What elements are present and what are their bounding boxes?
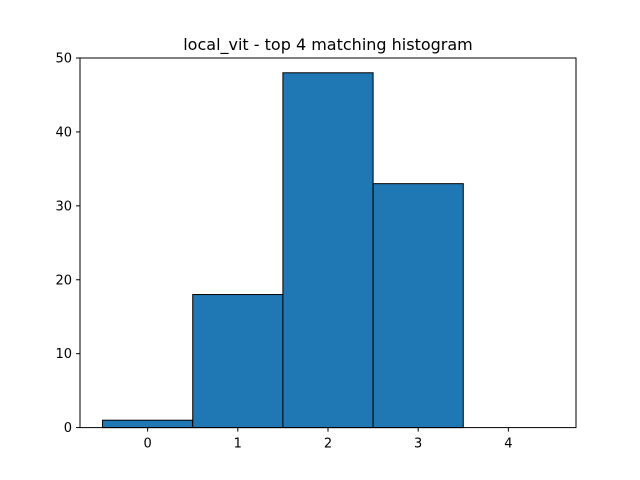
chart-title: local_vit - top 4 matching histogram — [183, 35, 473, 55]
x-tick-label: 1 — [234, 437, 242, 452]
x-tick-label: 3 — [414, 437, 422, 452]
y-tick-label: 40 — [55, 125, 72, 140]
y-tick-label: 50 — [55, 52, 72, 67]
y-tick-label: 0 — [64, 421, 72, 436]
y-tick-label: 30 — [55, 199, 72, 214]
y-tick-label: 20 — [55, 273, 72, 288]
bar-3 — [372, 183, 464, 429]
x-tick-label: 4 — [504, 437, 512, 452]
x-tick-label: 2 — [324, 437, 332, 452]
bars-layer — [102, 72, 464, 429]
bar-2 — [282, 72, 374, 429]
bar-0 — [102, 419, 194, 429]
x-tick-label: 0 — [143, 437, 151, 452]
y-tick-label: 10 — [55, 347, 72, 362]
y-axis: 0 10 20 30 40 50 — [55, 52, 80, 436]
x-axis: 0 1 2 3 4 — [143, 427, 513, 452]
bar-1 — [192, 294, 284, 429]
